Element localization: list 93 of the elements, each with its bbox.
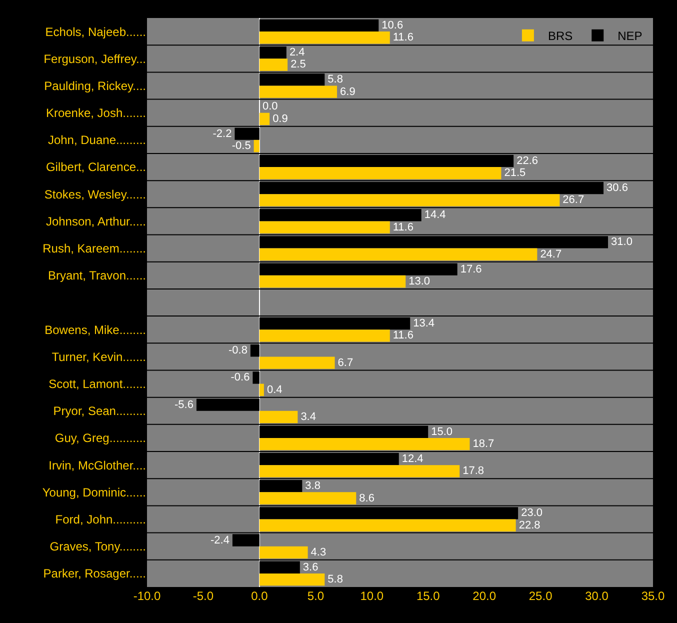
- data-label: 6.9: [340, 86, 356, 98]
- bar: [259, 356, 335, 369]
- y-tick-label: Rush, Kareem........: [42, 242, 146, 256]
- data-label: 21.5: [504, 167, 526, 180]
- y-tick-label: Paulding, Rickey....: [44, 78, 146, 93]
- data-label: 0.4: [266, 384, 282, 396]
- y-tick-label: Stokes, Wesley......: [44, 187, 146, 202]
- data-label: 8.6: [359, 492, 374, 504]
- data-label: 12.4: [402, 452, 424, 465]
- data-label: -2.2: [212, 128, 232, 140]
- data-label: 13.4: [413, 318, 435, 330]
- data-label: 30.6: [606, 182, 628, 194]
- data-label: 2.5: [290, 58, 306, 71]
- bar: [259, 573, 325, 586]
- data-label: 17.6: [460, 263, 482, 276]
- data-label: 3.6: [302, 561, 318, 574]
- data-label: 13.0: [408, 276, 430, 288]
- data-label: 23.0: [521, 507, 542, 520]
- y-tick-label: Bowens, Mike........: [44, 322, 146, 337]
- y-tick-label: Ford, John..........: [55, 512, 146, 526]
- x-tick-label: 15.0: [416, 589, 440, 603]
- y-tick-label: Scott, Lamont.......: [48, 376, 146, 391]
- x-tick-label: -10.0: [133, 589, 161, 603]
- data-label: 4.3: [310, 546, 326, 558]
- y-tick-label: Ferguson, Jeffrey...: [44, 52, 146, 66]
- y-tick-label: John, Duane.........: [48, 133, 146, 148]
- bar: [259, 19, 379, 32]
- y-tick-label: Johnson, Arthur.....: [46, 214, 146, 228]
- data-label: 11.6: [392, 221, 414, 234]
- bar: [259, 32, 390, 44]
- bar: [259, 221, 390, 234]
- y-tick-label: Gilbert, Clarence...: [46, 160, 146, 174]
- data-label: 15.0: [431, 426, 453, 438]
- x-tick-label: 35.0: [641, 589, 665, 603]
- y-tick-label: Kroenke, Josh.......: [46, 106, 146, 120]
- legend-label: NEP: [618, 29, 642, 44]
- data-label: 2.4: [289, 46, 305, 59]
- x-tick-label: -5.0: [192, 589, 214, 603]
- bar: [259, 410, 298, 424]
- legend-label: BRS: [548, 29, 573, 44]
- data-label: 3.4: [300, 410, 316, 423]
- y-tick-label: Echols, Najeeb......: [45, 24, 146, 39]
- y-tick-label: Guy, Greg...........: [54, 431, 146, 446]
- data-label: 26.7: [562, 194, 584, 206]
- data-label: -5.6: [174, 398, 194, 411]
- data-label: 10.6: [382, 19, 404, 32]
- bar: [259, 194, 560, 206]
- bar: [259, 275, 406, 288]
- bar: [259, 167, 502, 180]
- bar: [259, 248, 538, 260]
- data-label: -0.5: [232, 140, 251, 152]
- bar: [254, 140, 260, 152]
- y-tick-label: Parker, Rosager.....: [43, 566, 146, 581]
- bar: [259, 58, 288, 71]
- data-label: 0.0: [262, 100, 278, 113]
- bar: [259, 438, 470, 450]
- bar: [259, 519, 516, 532]
- data-label: 6.7: [338, 356, 354, 369]
- data-label: 22.6: [516, 154, 538, 167]
- y-tick-label: Young, Dominic......: [42, 485, 146, 500]
- data-label: 18.7: [472, 438, 494, 450]
- x-tick-label: 30.0: [585, 589, 609, 603]
- bar: [259, 384, 264, 396]
- x-tick-label: 5.0: [307, 589, 324, 603]
- data-label: 14.4: [424, 209, 446, 222]
- x-tick-label: 10.0: [360, 589, 384, 603]
- y-tick-label: Turner, Kevin.......: [52, 350, 146, 364]
- x-tick-label: 25.0: [528, 589, 553, 603]
- bar: [259, 546, 308, 559]
- data-label: 31.0: [611, 236, 632, 248]
- data-label: 22.8: [518, 519, 540, 532]
- data-label: 5.8: [328, 574, 343, 586]
- data-label: 24.7: [540, 248, 562, 260]
- data-label: 5.8: [328, 74, 343, 86]
- y-tick-label: Graves, Tony........: [50, 540, 146, 554]
- bar: [259, 86, 338, 98]
- data-label: 11.6: [392, 32, 414, 44]
- data-label: 0.9: [272, 112, 288, 125]
- bar: [259, 112, 270, 126]
- data-label: 3.8: [305, 480, 320, 492]
- y-tick-label: Irvin, McGlother....: [48, 458, 146, 472]
- data-label: 11.6: [392, 330, 414, 342]
- bar: [259, 492, 356, 504]
- data-label: -0.6: [230, 372, 250, 384]
- data-label: -2.4: [210, 534, 230, 546]
- y-tick-label: Bryant, Travon......: [48, 268, 146, 283]
- y-tick-label: Pryor, Sean.........: [53, 404, 146, 418]
- x-tick-label: 20.0: [472, 589, 496, 603]
- bar: [259, 465, 460, 478]
- x-tick-label: 0.0: [251, 589, 268, 603]
- bar: [259, 330, 390, 342]
- data-label: 17.8: [462, 465, 484, 478]
- data-label: -0.8: [228, 344, 248, 357]
